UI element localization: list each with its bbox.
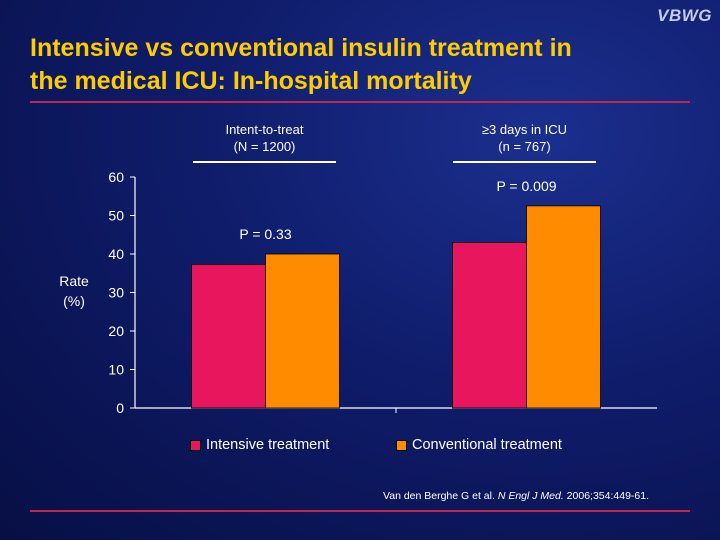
p-value-annotation: P = 0.009 (496, 178, 556, 194)
y-axis-label-line2: (%) (63, 293, 85, 309)
y-tick-label: 20 (108, 323, 124, 339)
group-header-underline (193, 161, 336, 163)
citation: Van den Berghe G et al. N Engl J Med. 20… (383, 490, 649, 502)
bar-intensive-1 (191, 263, 266, 409)
legend-label-intensive: Intensive treatment (206, 437, 330, 453)
group-header-line2: (n = 767) (498, 139, 551, 154)
bar-intensive-2 (452, 242, 527, 409)
y-tick-label: 50 (108, 208, 124, 224)
group-header-line1: Intent-to-treat (225, 122, 304, 137)
y-axis-label: Rate (%) (52, 271, 96, 311)
title-divider (30, 101, 690, 103)
legend-swatch-conventional (396, 439, 407, 451)
group-header-underline (453, 161, 596, 163)
chart-legend: Intensive treatment Conventional treatme… (0, 437, 720, 457)
legend-swatch-intensive (190, 439, 201, 451)
legend-item-intensive: Intensive treatment (190, 437, 329, 453)
p-value-annotation: P = 0.33 (239, 226, 292, 242)
y-tick-label: 60 (108, 169, 124, 185)
y-tick-label: 30 (108, 285, 124, 301)
group-header-line2: (N = 1200) (233, 139, 296, 154)
group-header-3-days-icu: ≥3 days in ICU (n = 767) (453, 121, 596, 163)
group-header-line1: ≥3 days in ICU (481, 122, 568, 137)
y-tick-label: 40 (108, 246, 124, 262)
citation-journal: N Engl J Med. (497, 490, 564, 502)
legend-label-conventional: Conventional treatment (412, 437, 562, 453)
vbwg-logo: VBWG (657, 6, 712, 25)
citation-authors: Van den Berghe G et al. (383, 490, 498, 502)
y-tick-label: 10 (108, 362, 124, 378)
slide-title-line2: the medical ICU: In-hospital mortality (30, 67, 472, 95)
bar-conventional-1 (265, 253, 340, 409)
citation-reference: 2006;354:449-61. (563, 490, 650, 502)
bar-conventional-2 (526, 205, 601, 409)
footer-divider (30, 510, 690, 512)
y-axis-label-line1: Rate (59, 273, 89, 289)
legend-item-conventional: Conventional treatment (396, 437, 562, 453)
slide-title-line1: Intensive vs conventional insulin treatm… (30, 34, 572, 62)
group-header-intent-to-treat: Intent-to-treat (N = 1200) (193, 121, 336, 163)
slide-title: Intensive vs conventional insulin treatm… (30, 32, 690, 98)
y-tick-label: 0 (116, 400, 124, 416)
